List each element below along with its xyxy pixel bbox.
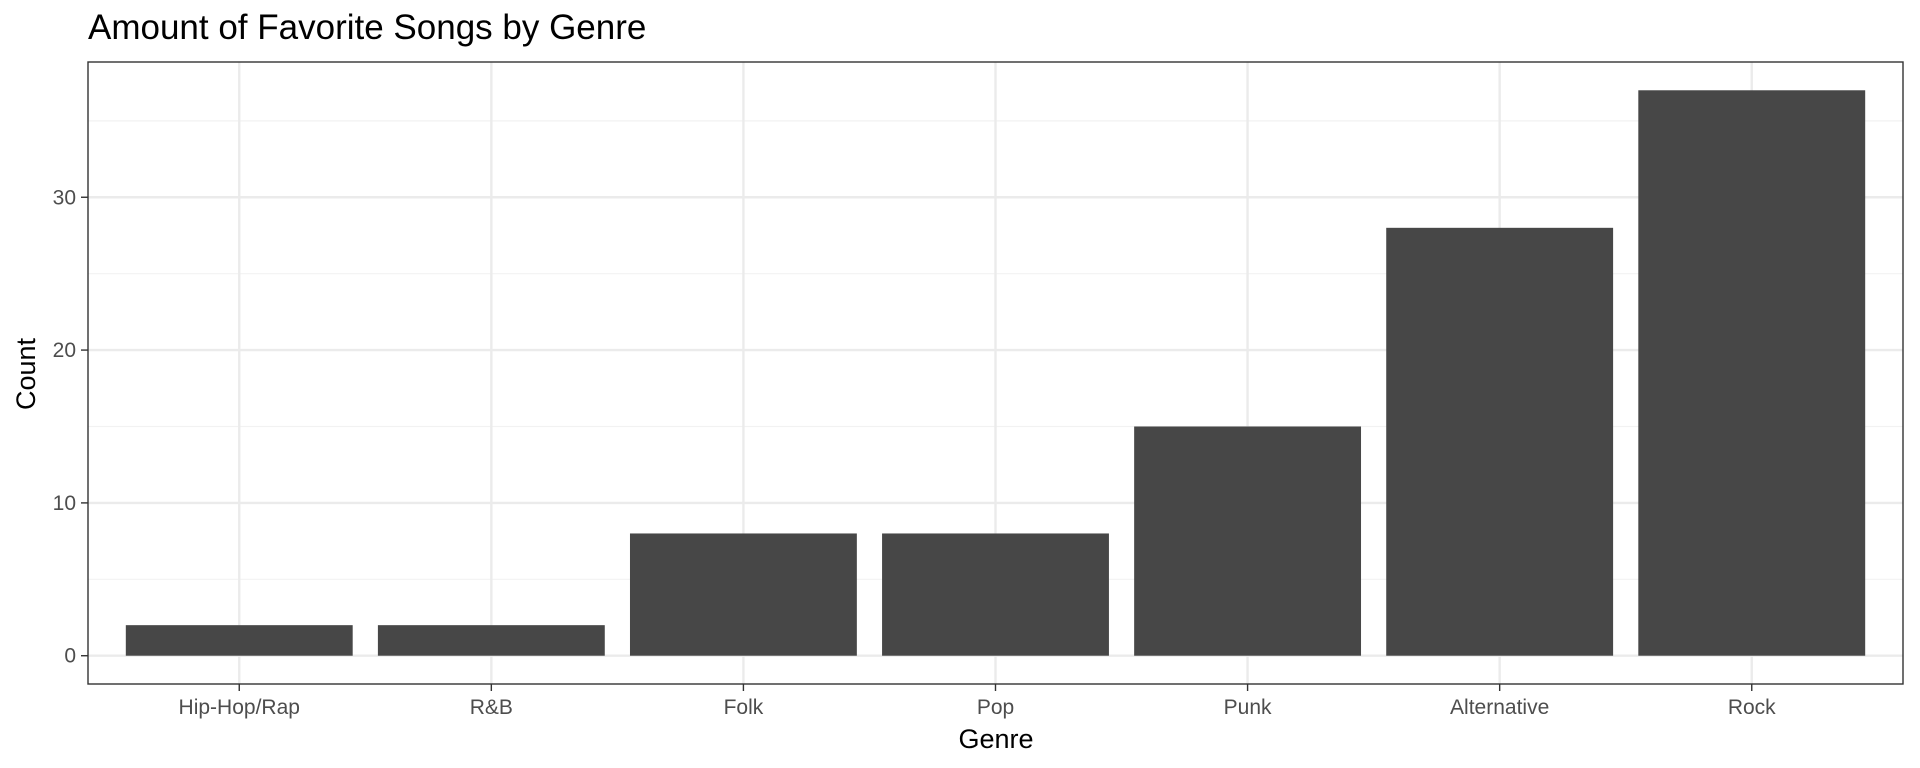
- x-axis-title: Genre: [958, 724, 1033, 754]
- y-tick-label: 30: [53, 186, 76, 209]
- bar-punk: [1134, 426, 1362, 656]
- x-tick-label: Punk: [1224, 696, 1272, 719]
- y-axis-title: Count: [11, 337, 41, 410]
- x-tick-label: Folk: [724, 696, 764, 719]
- y-tick-label: 0: [64, 645, 76, 668]
- bar-r-b: [377, 625, 605, 656]
- bar-rock: [1638, 90, 1866, 656]
- x-tick-label: Pop: [977, 696, 1014, 719]
- x-tick-label: Alternative: [1450, 696, 1549, 719]
- chart-title: Amount of Favorite Songs by Genre: [88, 8, 646, 47]
- bar-folk: [629, 533, 857, 656]
- bar-pop: [882, 533, 1109, 656]
- x-tick-label: Hip-Hop/Rap: [179, 696, 300, 719]
- y-tick-label: 20: [53, 339, 76, 362]
- x-tick-label: R&B: [470, 696, 513, 719]
- y-tick-label: 10: [53, 492, 76, 515]
- axes: 0 10 20 30 Hip-Hop/Rap R&B Folk Pop Punk Alternat…: [53, 186, 1777, 719]
- bars: [125, 90, 1866, 656]
- bar-hip-hop-rap: [125, 625, 353, 656]
- bar-alternative: [1386, 227, 1614, 656]
- x-tick-label: Rock: [1728, 696, 1776, 719]
